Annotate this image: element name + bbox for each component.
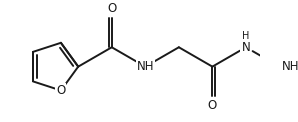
Text: NH: NH [136, 60, 154, 73]
Text: O: O [107, 2, 117, 15]
Text: N: N [242, 41, 250, 54]
Text: O: O [56, 84, 66, 97]
Text: H: H [242, 31, 250, 41]
Text: O: O [208, 99, 217, 112]
Text: NH₂: NH₂ [282, 60, 298, 73]
